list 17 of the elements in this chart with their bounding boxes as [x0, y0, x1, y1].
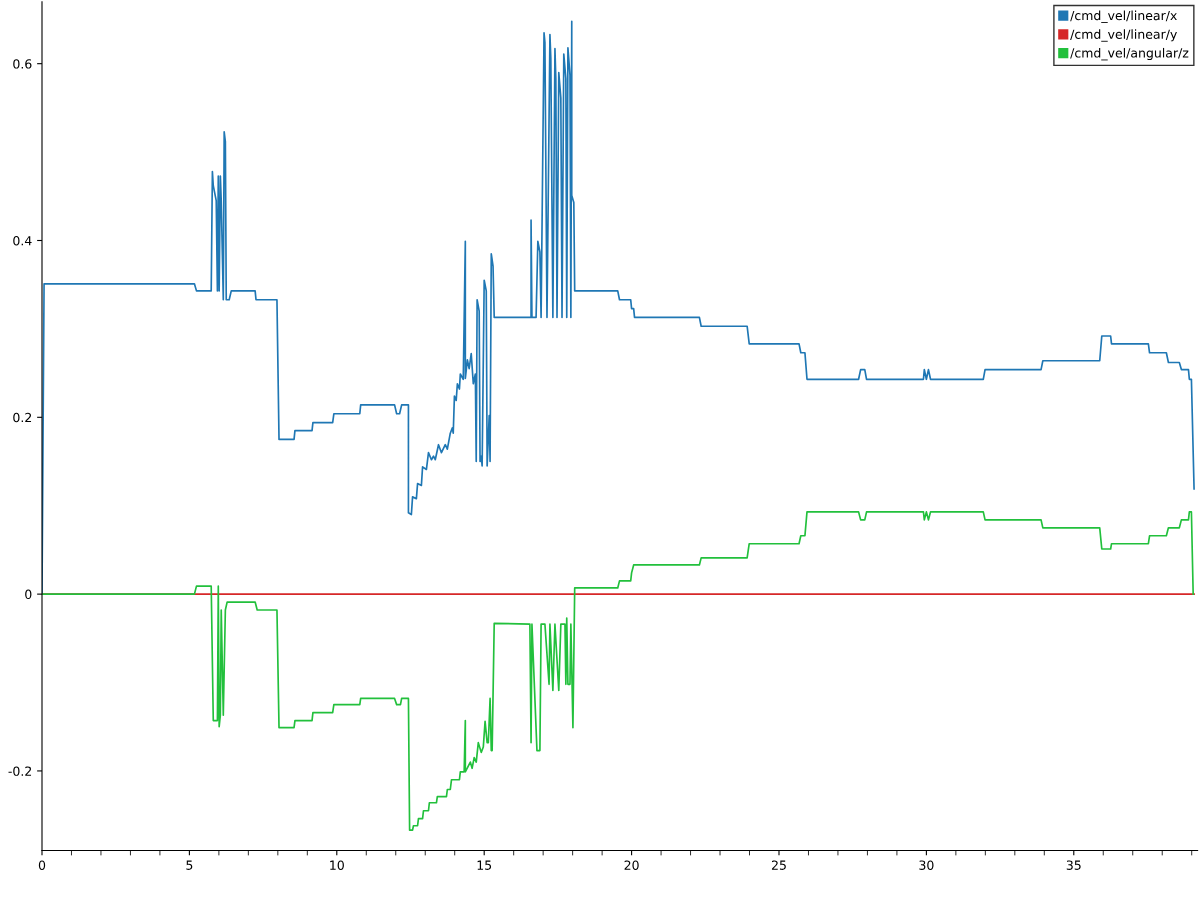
y-tick-label: 0.2 [13, 412, 32, 423]
y-tick-label: 0.6 [13, 59, 32, 69]
x-tick-label: 30 [919, 860, 934, 870]
line-series [42, 511, 1195, 832]
x-tick-label: 5 [186, 860, 193, 870]
legend-label: /cmd_vel/linear/y [1070, 29, 1177, 42]
x-tick-label: 20 [624, 860, 639, 870]
x-tick-label: 0 [38, 860, 46, 870]
y-tick-label: 0.4 [13, 235, 32, 246]
x-tick-label: 10 [330, 860, 344, 870]
legend-label: /cmd_vel/angular/z [1070, 47, 1189, 61]
x-tick-label: 25 [771, 860, 786, 870]
y-tick-label: 0 [25, 589, 32, 600]
y-tick-label: -0.2 [8, 766, 32, 776]
x-tick-label: 15 [477, 860, 492, 870]
legend-label: /cmd_vel/linear/x [1070, 10, 1177, 23]
x-tick-label: 35 [1066, 860, 1081, 870]
